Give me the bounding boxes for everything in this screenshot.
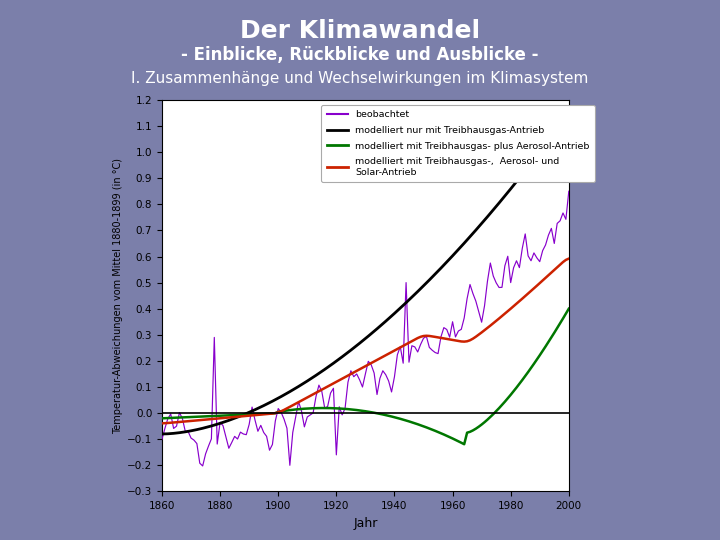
Text: I. Zusammenhänge und Wechselwirkungen im Klimasystem: I. Zusammenhänge und Wechselwirkungen im…	[131, 71, 589, 86]
Text: Der Klimawandel: Der Klimawandel	[240, 19, 480, 43]
Legend: beobachtet, modelliert nur mit Treibhausgas-Antrieb, modelliert mit Treibhausgas: beobachtet, modelliert nur mit Treibhaus…	[321, 105, 595, 182]
Text: - Einblicke, Rückblicke und Ausblicke -: - Einblicke, Rückblicke und Ausblicke -	[181, 46, 539, 64]
X-axis label: Jahr: Jahr	[354, 517, 377, 530]
Y-axis label: Temperatur-Abweichungen vom Mittel 1880-1899 (in °C): Temperatur-Abweichungen vom Mittel 1880-…	[113, 158, 123, 434]
